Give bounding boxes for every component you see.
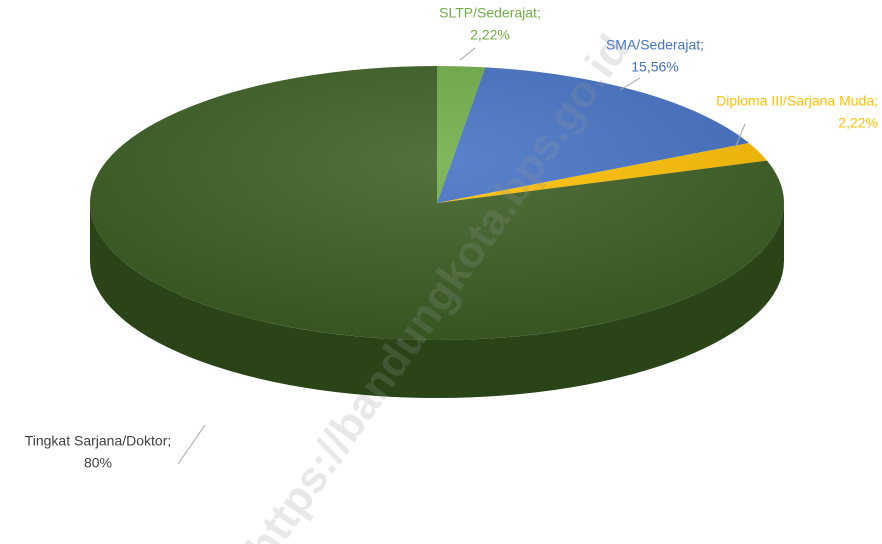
slice-value-label: 15,56% [631, 59, 678, 75]
slice-value-label: 2,22% [470, 27, 510, 43]
leader-line [459, 47, 476, 61]
leader-line [734, 123, 746, 149]
pie-shade [90, 66, 784, 340]
slice-label: Tingkat Sarjana/Doktor; [25, 433, 172, 449]
slice-value-label: 80% [84, 455, 112, 471]
slice-label: SLTP/Sederajat; [439, 5, 541, 21]
leader-line [177, 424, 206, 465]
slice-label: SMA/Sederajat; [606, 37, 704, 53]
pie-side [90, 203, 784, 398]
leader-line [619, 77, 641, 91]
slice-value-label: 2,22% [838, 115, 878, 131]
pie [90, 66, 785, 398]
slice-label: Diploma III/Sarjana Muda; [716, 93, 878, 109]
